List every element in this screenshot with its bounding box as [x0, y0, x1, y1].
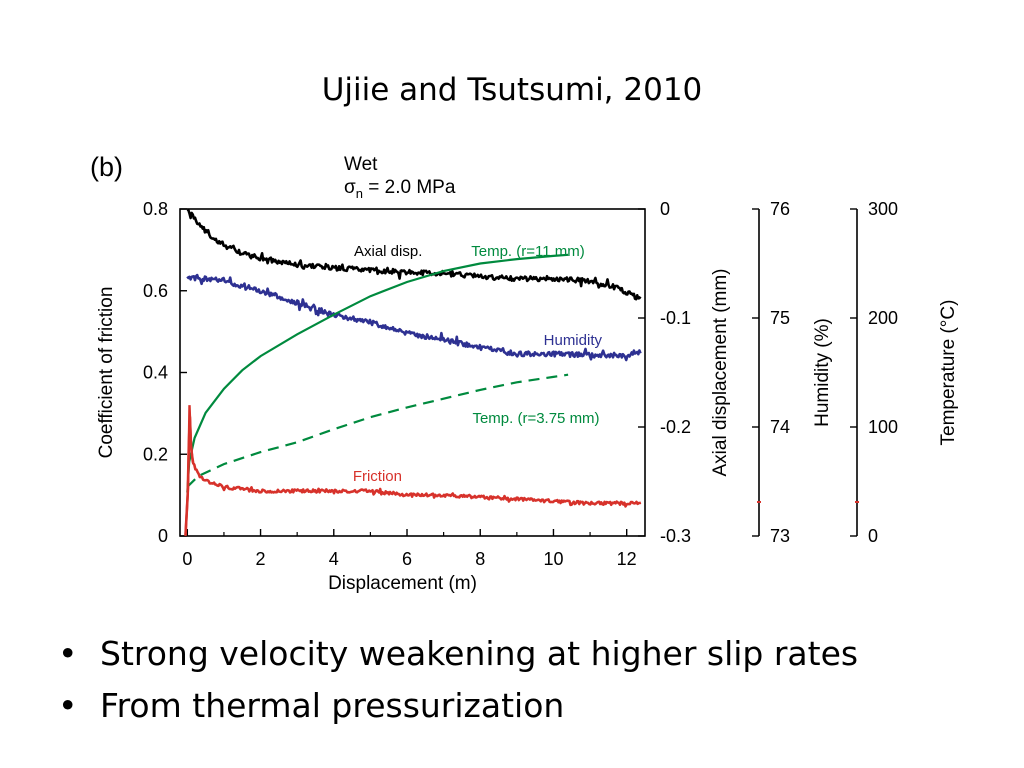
- series-annotation: Humidity: [544, 332, 603, 349]
- x-axis-title: Displacement (m): [328, 573, 477, 594]
- sigma-symbol: σ: [344, 177, 356, 198]
- plot-layer: 0 2 4 6 8 10 12 Displacement (m) 0 0.2 0.4 0.6 0.8 Co…: [96, 199, 959, 594]
- series-annotation: Temp. (r=11 mm): [471, 243, 585, 260]
- bullet-text: From thermal pressurization: [100, 686, 565, 725]
- right-tick-label: -0.3: [660, 526, 691, 546]
- bullet-dot: •: [58, 686, 78, 725]
- x-tick-label: 8: [475, 549, 485, 569]
- series-annotation: Friction: [353, 468, 402, 485]
- series-line: [186, 208, 642, 301]
- friction-experiment-chart: (b) Wet σn = 2.0 MPa 0 2 4 6 8 10 12 Displaceme…: [90, 152, 959, 594]
- temperature-tick-label: 200: [868, 308, 898, 328]
- series-annotation: Axial disp.: [354, 243, 422, 260]
- left-tick-label: 0: [158, 526, 168, 546]
- left-tick-label: 0.2: [143, 444, 168, 464]
- x-tick-label: 0: [182, 549, 192, 569]
- humidity-tick-label: 76: [770, 199, 790, 219]
- series-line: [186, 253, 569, 493]
- humidity-tick-label: 74: [770, 417, 790, 437]
- right-tick-label: -0.2: [660, 417, 691, 437]
- x-tick-label: 6: [402, 549, 412, 569]
- series-line: [184, 415, 642, 535]
- bullet-item: • From thermal pressurization: [58, 680, 858, 732]
- series-line: [186, 273, 642, 362]
- bullet-text: Strong velocity weakening at higher slip…: [100, 634, 859, 673]
- condition-stress: σn = 2.0 MPa: [344, 177, 456, 201]
- x-tick-label: 2: [256, 549, 266, 569]
- left-tick-label: 0.6: [143, 281, 168, 301]
- condition-wet: Wet: [344, 154, 378, 175]
- left-axis-title: Coefficient of friction: [96, 287, 117, 459]
- left-tick-label: 0.8: [143, 199, 168, 219]
- series-line: [186, 373, 569, 488]
- temperature-axis-title: Temperature (°C): [938, 300, 959, 446]
- temperature-tick-label: 100: [868, 417, 898, 437]
- bullet-list: • Strong velocity weakening at higher sli…: [58, 628, 858, 732]
- temperature-tick-label: 0: [868, 526, 878, 546]
- right-tick-label: -0.1: [660, 308, 691, 328]
- bullet-item: • Strong velocity weakening at higher sli…: [58, 628, 858, 680]
- humidity-tick-label: 75: [770, 308, 790, 328]
- x-tick-label: 4: [329, 549, 339, 569]
- x-tick-label: 10: [543, 549, 563, 569]
- humidity-tick-label: 73: [770, 526, 790, 546]
- series-annotation: Temp. (r=3.75 mm): [472, 410, 599, 427]
- stress-value: = 2.0 MPa: [363, 177, 456, 198]
- humidity-axis-title: Humidity (%): [812, 318, 833, 427]
- x-tick-label: 12: [617, 549, 637, 569]
- bullet-dot: •: [58, 634, 78, 673]
- temperature-tick-label: 300: [868, 199, 898, 219]
- axial-axis-title: Axial displacement (mm): [710, 269, 731, 477]
- sigma-subscript: n: [356, 186, 363, 201]
- left-tick-label: 0.4: [143, 363, 168, 383]
- right-tick-label: 0: [660, 199, 670, 219]
- slide-title: Ujiie and Tsutsumi, 2010: [321, 72, 703, 108]
- panel-label: (b): [90, 152, 123, 182]
